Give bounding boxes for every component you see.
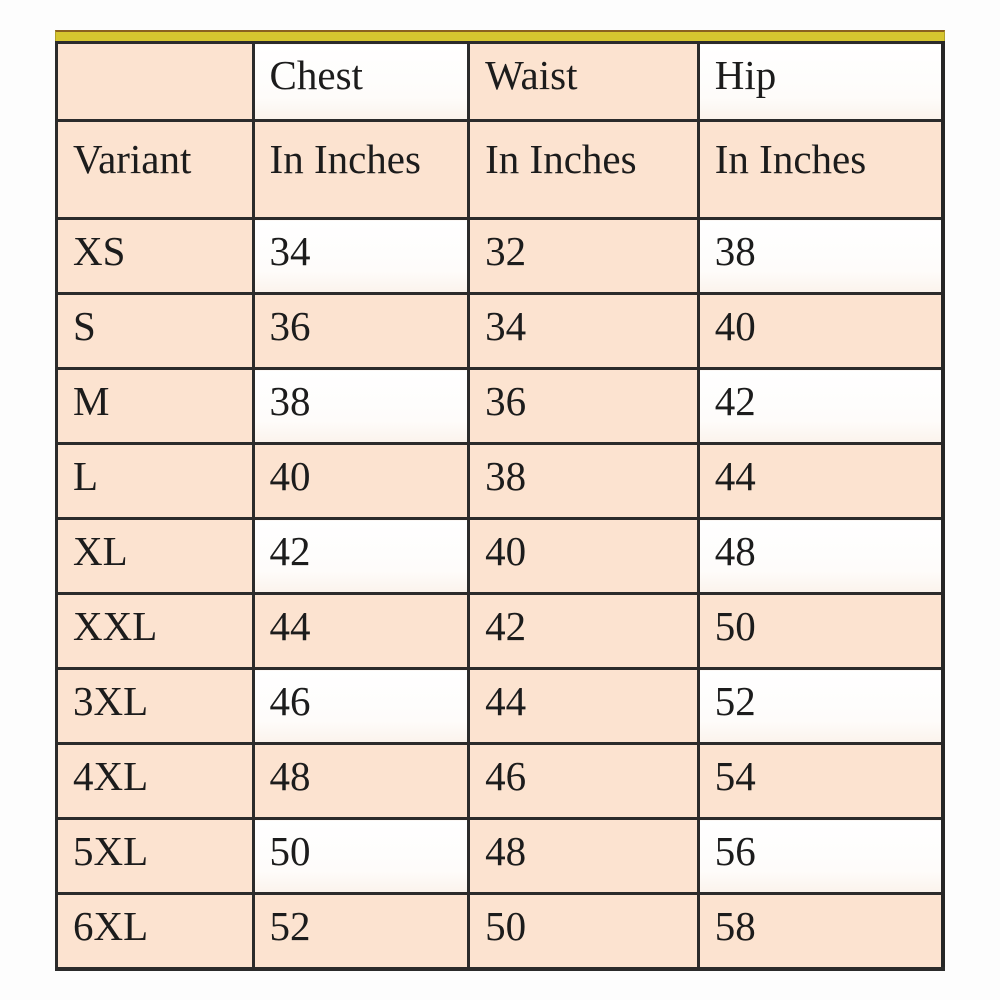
table-row-xs: XS 34 32 38 — [55, 217, 945, 295]
table-row-l: L 40 38 44 — [55, 442, 945, 520]
header-cell-hip-unit: In Inches — [696, 119, 945, 220]
waist-cell: 44 — [467, 667, 700, 745]
variant-cell: XL — [55, 517, 255, 595]
waist-cell: 36 — [467, 367, 700, 445]
table-row-xxl: XXL 44 42 50 — [55, 592, 945, 670]
chest-cell: 34 — [251, 217, 471, 295]
hip-cell: 56 — [696, 817, 945, 895]
header-cell-blank — [55, 41, 255, 122]
variant-cell: L — [55, 442, 255, 520]
chest-cell: 38 — [251, 367, 471, 445]
hip-cell: 48 — [696, 517, 945, 595]
chest-cell: 44 — [251, 592, 471, 670]
header-row-measures: Chest Waist Hip — [55, 41, 945, 122]
table-row-5xl: 5XL 50 48 56 — [55, 817, 945, 895]
variant-cell: 6XL — [55, 892, 255, 971]
hip-cell: 44 — [696, 442, 945, 520]
header-cell-variant: Variant — [55, 119, 255, 220]
header-cell-waist: Waist — [467, 41, 700, 122]
chest-cell: 42 — [251, 517, 471, 595]
variant-cell: 5XL — [55, 817, 255, 895]
header-cell-hip: Hip — [696, 41, 945, 122]
waist-cell: 50 — [467, 892, 700, 971]
table-row-6xl: 6XL 52 50 58 — [55, 892, 945, 971]
chest-cell: 36 — [251, 292, 471, 370]
variant-cell: XS — [55, 217, 255, 295]
header-row-units: Variant In Inches In Inches In Inches — [55, 119, 945, 220]
waist-cell: 40 — [467, 517, 700, 595]
variant-cell: 4XL — [55, 742, 255, 820]
hip-cell: 40 — [696, 292, 945, 370]
waist-cell: 34 — [467, 292, 700, 370]
hip-cell: 58 — [696, 892, 945, 971]
chest-cell: 46 — [251, 667, 471, 745]
hip-cell: 42 — [696, 367, 945, 445]
variant-cell: M — [55, 367, 255, 445]
variant-cell: 3XL — [55, 667, 255, 745]
waist-cell: 48 — [467, 817, 700, 895]
hip-cell: 54 — [696, 742, 945, 820]
chest-cell: 52 — [251, 892, 471, 971]
table-row-s: S 36 34 40 — [55, 292, 945, 370]
waist-cell: 32 — [467, 217, 700, 295]
size-chart-table: Chest Waist Hip Variant In Inches In Inc… — [55, 41, 945, 971]
header-cell-waist-unit: In Inches — [467, 119, 700, 220]
chest-cell: 40 — [251, 442, 471, 520]
chest-cell: 48 — [251, 742, 471, 820]
hip-cell: 38 — [696, 217, 945, 295]
gold-accent-bar — [55, 30, 945, 41]
variant-cell: S — [55, 292, 255, 370]
hip-cell: 52 — [696, 667, 945, 745]
waist-cell: 46 — [467, 742, 700, 820]
chest-cell: 50 — [251, 817, 471, 895]
table-row-3xl: 3XL 46 44 52 — [55, 667, 945, 745]
hip-cell: 50 — [696, 592, 945, 670]
header-cell-chest-unit: In Inches — [251, 119, 471, 220]
table-row-xl: XL 42 40 48 — [55, 517, 945, 595]
waist-cell: 42 — [467, 592, 700, 670]
size-chart: Chest Waist Hip Variant In Inches In Inc… — [55, 30, 945, 971]
header-cell-chest: Chest — [251, 41, 471, 122]
waist-cell: 38 — [467, 442, 700, 520]
table-row-m: M 38 36 42 — [55, 367, 945, 445]
variant-cell: XXL — [55, 592, 255, 670]
table-row-4xl: 4XL 48 46 54 — [55, 742, 945, 820]
